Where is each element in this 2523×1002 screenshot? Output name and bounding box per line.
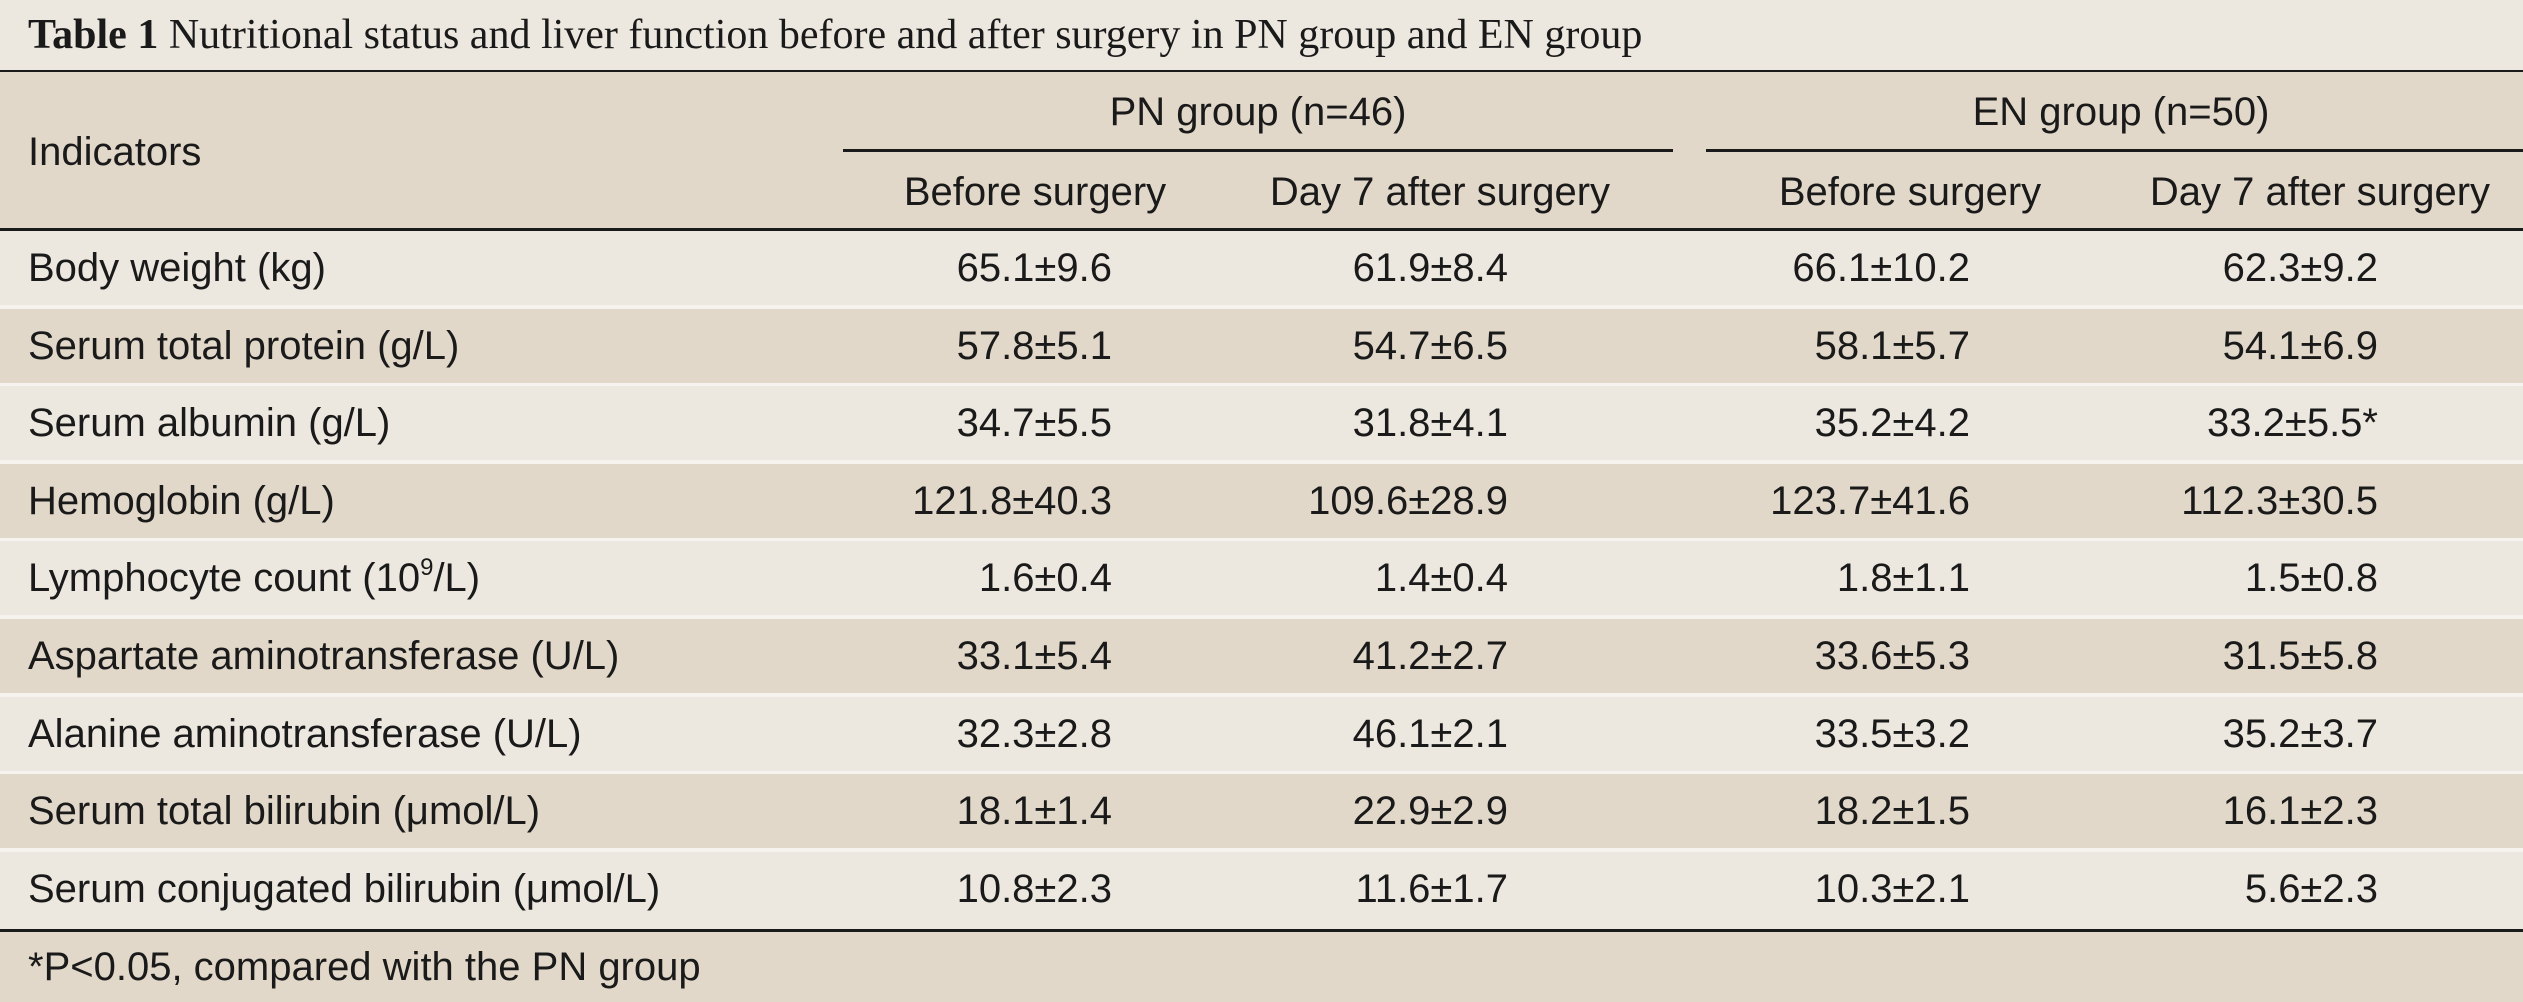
- cell-pn-after: 31.8±4.1: [1352, 401, 1508, 445]
- row-separator: [0, 848, 2523, 852]
- header-rule: [0, 228, 2523, 231]
- table-row: Serum total bilirubin (μmol/L) 18.1±1.4 22…: [0, 774, 2523, 852]
- cell-en-before: 18.2±1.5: [1814, 789, 1970, 833]
- header-pn-after: Day 7 after surgery: [1269, 170, 1611, 214]
- cell-en-before: 33.5±3.2: [1814, 712, 1970, 756]
- row-separator: [0, 771, 2523, 775]
- cell-en-after: 1.5±0.8: [2244, 556, 2378, 600]
- header-pn-before: Before surgery: [903, 170, 1167, 214]
- row-indicator-text: Alanine aminotransferase (U/L): [28, 712, 582, 756]
- cell-pn-after: 61.9±8.4: [1352, 246, 1508, 290]
- table-header: Indicators PN group (n=46) EN group (n=5…: [0, 72, 2523, 228]
- row-separator: [0, 538, 2523, 542]
- row-indicator: Serum conjugated bilirubin (μmol/L): [28, 852, 660, 926]
- cell-pn-after: 109.6±28.9: [1308, 479, 1508, 523]
- cell-en-before: 1.8±1.1: [1836, 556, 1970, 600]
- row-indicator-text: Serum albumin (g/L): [28, 401, 391, 445]
- table-row: Hemoglobin (g/L) 121.8±40.3 109.6±28.9 123.…: [0, 464, 2523, 542]
- table-caption: Table 1 Nutritional status and liver fun…: [0, 0, 2523, 70]
- header-indicators: Indicators: [28, 130, 202, 174]
- cell-pn-before: 32.3±2.8: [956, 712, 1112, 756]
- table-row: Aspartate aminotransferase (U/L) 33.1±5.4…: [0, 619, 2523, 697]
- row-indicator: Body weight (kg): [28, 231, 326, 305]
- header-en-after: Day 7 after surgery: [2149, 170, 2491, 214]
- table-row: Serum conjugated bilirubin (μmol/L) 10.8±…: [0, 852, 2523, 930]
- row-indicator: Serum albumin (g/L): [28, 386, 390, 460]
- row-separator: [0, 460, 2523, 464]
- cell-pn-after: 22.9±2.9: [1352, 789, 1508, 833]
- table-row: Alanine aminotransferase (U/L) 32.3±2.8 46…: [0, 697, 2523, 775]
- cell-en-before: 33.6±5.3: [1814, 634, 1970, 678]
- cell-en-after: 31.5±5.8: [2222, 634, 2378, 678]
- row-indicator-text: Serum conjugated bilirubin (μmol/L): [28, 867, 661, 911]
- cell-pn-before: 18.1±1.4: [956, 789, 1112, 833]
- row-indicator-suffix: /L): [433, 556, 481, 600]
- row-indicator: Serum total protein (g/L): [28, 309, 459, 383]
- row-indicator-superscript: 9: [420, 554, 434, 581]
- cell-en-before: 66.1±10.2: [1792, 246, 1970, 290]
- cell-pn-after: 41.2±2.7: [1352, 634, 1508, 678]
- table-row: Lymphocyte count (109/L) 1.6±0.4 1.4±0.4 1.…: [0, 541, 2523, 619]
- header-en-group: EN group (n=50): [1972, 90, 2270, 134]
- row-separator: [0, 693, 2523, 697]
- cell-en-after: 35.2±3.7: [2222, 712, 2378, 756]
- row-indicator-text: Aspartate aminotransferase (U/L): [28, 634, 620, 678]
- en-group-underline: [1706, 149, 2523, 152]
- cell-pn-before: 10.8±2.3: [956, 867, 1112, 911]
- cell-en-before: 10.3±2.1: [1814, 867, 1970, 911]
- header-pn-group: PN group (n=46): [1109, 90, 1407, 134]
- table-row: Serum albumin (g/L) 34.7±5.5 31.8±4.1 35.2±…: [0, 386, 2523, 464]
- row-indicator: Aspartate aminotransferase (U/L): [28, 619, 619, 693]
- row-indicator-text: Serum total bilirubin (μmol/L): [28, 789, 541, 833]
- cell-pn-before: 1.6±0.4: [978, 556, 1112, 600]
- cell-pn-after: 11.6±1.7: [1355, 867, 1508, 911]
- cell-pn-before: 121.8±40.3: [912, 479, 1112, 523]
- pn-group-underline: [843, 149, 1673, 152]
- row-indicator-text: Body weight (kg): [28, 246, 326, 290]
- cell-en-after: 33.2±5.5*: [2207, 401, 2378, 445]
- table-caption-text: Nutritional status and liver function be…: [168, 12, 1643, 58]
- row-indicator: Alanine aminotransferase (U/L): [28, 697, 582, 771]
- table-row: Body weight (kg) 65.1±9.6 61.9±8.4 66.1±10.…: [0, 231, 2523, 309]
- cell-en-before: 35.2±4.2: [1814, 401, 1970, 445]
- row-indicator-text: Hemoglobin (g/L): [28, 479, 335, 523]
- row-indicator: Hemoglobin (g/L): [28, 464, 335, 538]
- cell-en-after: 62.3±9.2: [2222, 246, 2378, 290]
- cell-en-before: 123.7±41.6: [1770, 479, 1970, 523]
- cell-pn-after: 1.4±0.4: [1374, 556, 1508, 600]
- row-indicator: Serum total bilirubin (μmol/L): [28, 774, 540, 848]
- row-separator: [0, 305, 2523, 309]
- header-en-before: Before surgery: [1778, 170, 2042, 214]
- row-separator: [0, 615, 2523, 619]
- cell-pn-before: 33.1±5.4: [956, 634, 1112, 678]
- cell-pn-before: 57.8±5.1: [956, 324, 1112, 368]
- cell-pn-before: 34.7±5.5: [956, 401, 1112, 445]
- cell-pn-after: 54.7±6.5: [1352, 324, 1508, 368]
- bottom-rule: [0, 929, 2523, 932]
- cell-en-after: 16.1±2.3: [2222, 789, 2378, 833]
- row-separator: [0, 383, 2523, 387]
- cell-en-before: 58.1±5.7: [1814, 324, 1970, 368]
- table-row: Serum total protein (g/L) 57.8±5.1 54.7±6.…: [0, 309, 2523, 387]
- cell-pn-before: 65.1±9.6: [956, 246, 1112, 290]
- cell-en-after: 112.3±30.5: [2181, 479, 2378, 523]
- row-indicator-text: Serum total protein (g/L): [28, 324, 460, 368]
- table-caption-label: Table 1: [28, 12, 159, 58]
- row-indicator-text: Lymphocyte count (10: [28, 556, 421, 600]
- cell-en-after: 5.6±2.3: [2244, 867, 2378, 911]
- cell-pn-after: 46.1±2.1: [1352, 712, 1508, 756]
- row-indicator: Lymphocyte count (109/L): [28, 541, 480, 615]
- cell-en-after: 54.1±6.9: [2222, 324, 2378, 368]
- table-footnote: *P<0.05, compared with the PN group: [0, 932, 2523, 1002]
- top-rule: [0, 70, 2523, 73]
